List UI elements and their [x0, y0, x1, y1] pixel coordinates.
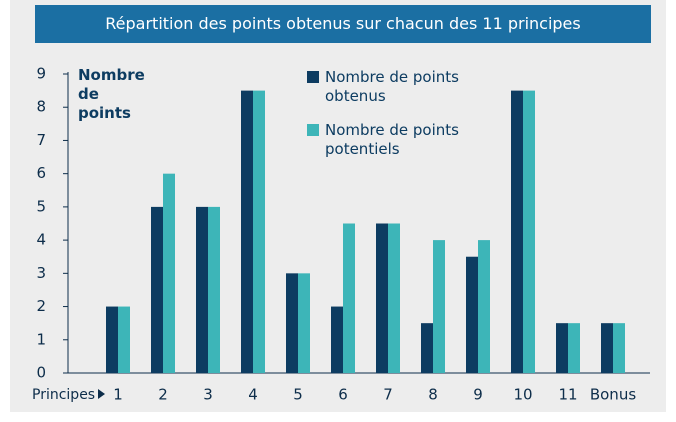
y-tick-label: 2 — [36, 297, 46, 315]
x-axis-label: Principes — [32, 387, 95, 403]
x-tick-label: 6 — [338, 386, 348, 404]
bar — [196, 206, 208, 373]
bar — [343, 223, 355, 373]
legend-swatch — [307, 71, 319, 83]
bar — [388, 223, 400, 373]
bar — [253, 90, 265, 373]
y-tick-label: 3 — [36, 264, 46, 282]
bar — [556, 323, 568, 373]
bar — [163, 173, 175, 373]
y-tick-label: 5 — [36, 197, 46, 215]
y-tick-label: 8 — [36, 98, 46, 116]
x-tick-label: 10 — [513, 386, 532, 404]
legend-swatch — [307, 124, 319, 136]
bar — [421, 323, 433, 373]
bar — [151, 206, 163, 373]
bar — [106, 306, 118, 373]
y-tick-label: 6 — [36, 164, 46, 182]
x-tick-label: 7 — [383, 386, 393, 404]
x-tick-label: 2 — [158, 386, 168, 404]
y-tick-label: 0 — [36, 364, 46, 382]
x-tick-label: 3 — [203, 386, 213, 404]
bar — [208, 206, 220, 373]
bar — [613, 323, 625, 373]
y-axis-label: Nombre de points — [78, 66, 145, 122]
bar — [298, 273, 310, 373]
y-tick-label: 4 — [36, 231, 46, 249]
chart-title: Répartition des points obtenus sur chacu… — [35, 5, 651, 43]
y-tick-label: 7 — [36, 131, 46, 149]
bar — [466, 256, 478, 373]
bar — [568, 323, 580, 373]
bar — [511, 90, 523, 373]
bar — [286, 273, 298, 373]
bar — [478, 240, 490, 373]
x-tick-label: 1 — [113, 386, 123, 404]
y-tick-label: 9 — [36, 65, 46, 83]
bar — [241, 90, 253, 373]
bar — [331, 306, 343, 373]
x-tick-label: 9 — [473, 386, 483, 404]
legend-label: Nombre de points potentiels — [325, 121, 459, 158]
arrow — [98, 389, 105, 399]
y-tick-label: 1 — [36, 330, 46, 348]
x-tick-label: Bonus — [590, 386, 636, 404]
bar — [433, 240, 445, 373]
x-tick-label: 5 — [293, 386, 303, 404]
bar — [523, 90, 535, 373]
bar — [118, 306, 130, 373]
x-tick-label: 8 — [428, 386, 438, 404]
legend-label: Nombre de points obtenus — [325, 68, 459, 105]
x-tick-label: 11 — [558, 386, 577, 404]
bar — [601, 323, 613, 373]
x-tick-label: 4 — [248, 386, 258, 404]
bar — [376, 223, 388, 373]
